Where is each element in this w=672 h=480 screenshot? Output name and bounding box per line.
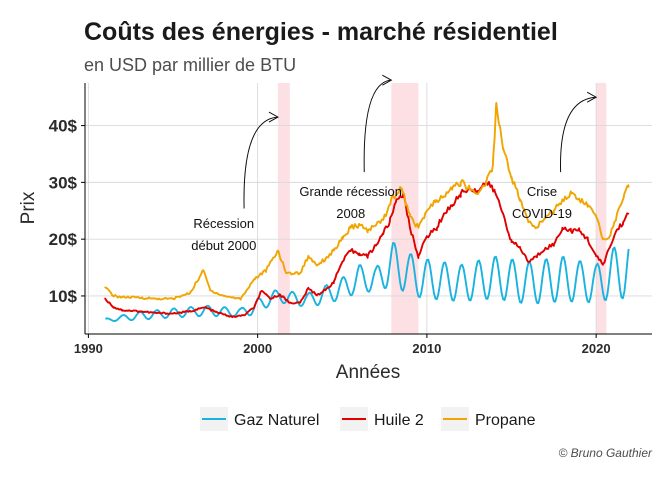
legend: Gaz Naturel Huile 2 Propane <box>200 407 536 431</box>
annotation-arrows <box>243 74 598 209</box>
annotation-arrowhead-0 <box>268 111 279 123</box>
recession-band-0 <box>277 83 290 334</box>
annotation-labels: Récession début 2000 Grande récession 2008 C… <box>191 184 572 253</box>
chart-subtitle: en USD par millier de BTU <box>84 55 296 75</box>
y-tick-label-0: 10$ <box>49 287 78 306</box>
legend-label-huile-2: Huile 2 <box>374 412 424 429</box>
y-tick-label-1: 20$ <box>49 230 78 249</box>
annotation-arrow-2 <box>560 96 597 173</box>
annotation-arrowhead-2 <box>586 91 598 103</box>
recession-band-1 <box>391 83 419 334</box>
x-axis-title: Années <box>336 362 400 383</box>
x-tick-label-1: 2000 <box>243 341 272 356</box>
series-line-gaz-naturel <box>105 242 630 322</box>
annotation-label-2-1: COVID-19 <box>512 206 572 221</box>
x-tick-label-2: 2010 <box>412 341 441 356</box>
series-lines <box>104 101 630 322</box>
annotation-label-2-0: Crise <box>527 184 557 199</box>
annotation-arrowhead-1 <box>382 74 393 86</box>
y-tick-labels: 10$ 20$ 30$ 40$ <box>49 117 78 306</box>
annotation-label-0-1: début 2000 <box>191 238 256 253</box>
recession-bands <box>277 83 607 334</box>
series-line-propane <box>104 101 630 301</box>
axes <box>81 83 652 338</box>
annotation-label-1-0: Grande récession <box>299 184 402 199</box>
legend-label-propane: Propane <box>475 412 536 429</box>
annotation-arrow-0 <box>243 116 278 209</box>
annotation-arrow-1 <box>363 79 392 173</box>
annotation-label-0-0: Récession <box>193 216 254 231</box>
y-axis-title: Prix <box>18 191 39 224</box>
chart-caption: © Bruno Gauthier <box>558 446 653 460</box>
legend-label-gaz-naturel: Gaz Naturel <box>234 412 319 429</box>
x-tick-labels: 1990 2000 2010 2020 <box>74 341 611 356</box>
y-tick-label-3: 40$ <box>49 117 78 136</box>
recession-band-2 <box>596 83 607 334</box>
y-tick-label-2: 30$ <box>49 173 78 192</box>
series-line-huile-2 <box>104 181 630 319</box>
annotation-label-1-1: 2008 <box>336 206 365 221</box>
chart-title: Coûts des énergies - marché résidentiel <box>84 18 558 46</box>
x-tick-label-3: 2020 <box>582 341 611 356</box>
x-tick-label-0: 1990 <box>74 341 103 356</box>
